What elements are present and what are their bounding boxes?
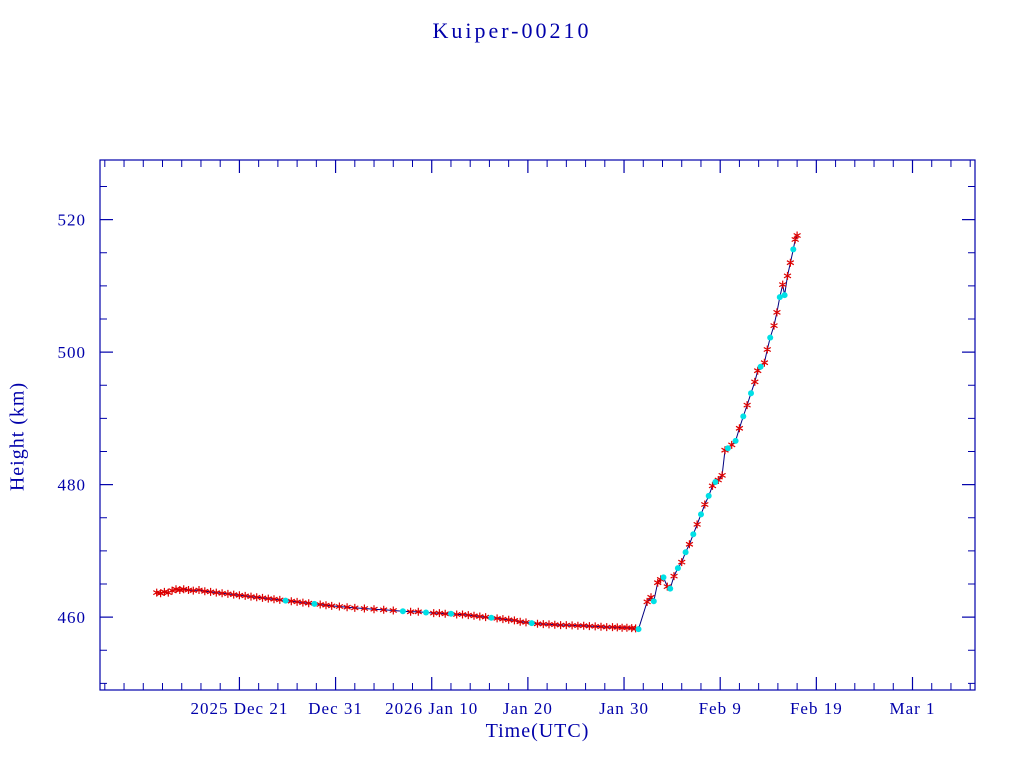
svg-text:Dec 31: Dec 31 (308, 699, 363, 718)
svg-text:2026 Jan 10: 2026 Jan 10 (385, 699, 478, 718)
red-asterisk-markers (152, 231, 801, 633)
svg-text:460: 460 (58, 608, 87, 627)
svg-text:Jan 30: Jan 30 (599, 699, 649, 718)
height-series-line (156, 235, 798, 630)
svg-text:480: 480 (58, 476, 87, 495)
svg-text:2025 Dec 21: 2025 Dec 21 (190, 699, 288, 718)
svg-text:500: 500 (58, 343, 87, 362)
svg-text:Feb 19: Feb 19 (790, 699, 843, 718)
svg-text:Feb 9: Feb 9 (699, 699, 742, 718)
svg-text:Jan 20: Jan 20 (503, 699, 553, 718)
cyan-dot-markers (282, 246, 797, 633)
axes-frame: 2025 Dec 21 Dec 31 2026 Jan 10 Jan 20 Jan 30… (58, 159, 976, 718)
svg-text:Mar 1: Mar 1 (889, 699, 935, 718)
x-axis-label: Time(UTC) (485, 720, 590, 742)
svg-text:520: 520 (58, 211, 87, 230)
chart-title: Kuiper-00210 (432, 18, 592, 43)
